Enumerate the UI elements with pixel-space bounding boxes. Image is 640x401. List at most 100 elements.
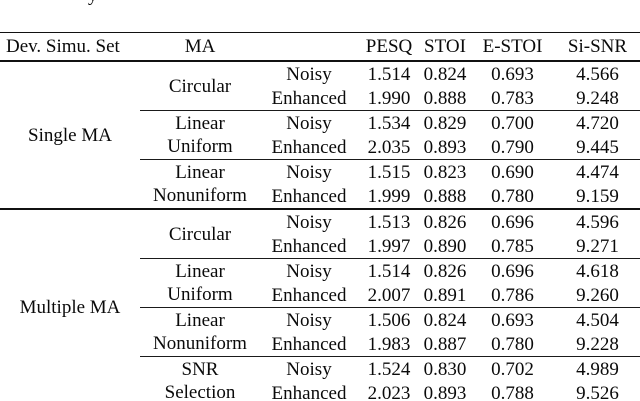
metric-cell-si-snr: 9.228 <box>576 333 619 355</box>
condition-cell: Noisy <box>260 356 358 381</box>
metric-cell-stoi: 0.823 <box>420 159 470 184</box>
metric-cell-stoi: 0.893 <box>423 136 467 158</box>
table-row: Linear Uniform Noisy 1.514 0.826 0.696 4… <box>0 258 640 308</box>
metric-cell-e-stoi: 0.690 <box>470 159 555 184</box>
metric-cell-stoi: 0.824 <box>423 63 467 85</box>
metric-cell-si-snr: 9.526 <box>576 382 619 401</box>
condition-cell: Noisy <box>260 258 358 283</box>
table-row: Enhanced 2.007 0.891 0.786 9.260 <box>0 283 640 308</box>
ma-line: Linear <box>175 310 225 331</box>
ma-line: Uniform <box>167 136 233 157</box>
ma-line: Circular <box>168 223 232 245</box>
condition-cell: Noisy <box>260 208 358 234</box>
header-e-stoi: E-STOI <box>470 32 555 62</box>
metric-cell-pesq: 1.999 <box>367 185 411 207</box>
header-stoi: STOI <box>420 32 470 62</box>
metric-cell-si-snr: 9.248 <box>576 87 619 109</box>
metric-cell-stoi: 0.891 <box>423 284 467 306</box>
table-header: Dev. Simu. Set MA PESQ STOI E-STOI Si-SN… <box>0 32 640 62</box>
metric-cell-stoi: 0.890 <box>423 235 467 257</box>
metric-cell-pesq: 2.035 <box>367 136 411 158</box>
metric-cell-stoi: 0.826 <box>420 208 470 234</box>
header-pesq: PESQ <box>358 32 420 62</box>
metric-cell-pesq: 1.506 <box>358 307 420 332</box>
table-row: Enhanced 2.035 0.893 0.790 9.445 <box>0 135 640 160</box>
table-row: Linear Nonuniform Noisy 1.515 0.823 0.69… <box>0 159 640 209</box>
ma-line: Uniform <box>167 284 233 305</box>
metric-cell-e-stoi: 0.696 <box>470 208 555 234</box>
group-cell-single-ma: Single MA <box>28 124 112 146</box>
metric-cell-si-snr: 4.989 <box>555 356 640 381</box>
metric-cell-e-stoi: 0.790 <box>491 136 534 158</box>
ma-line: Nonuniform <box>153 333 247 354</box>
caption-remnant-glyph: y <box>88 0 104 6</box>
metric-cell-si-snr: 4.566 <box>576 63 619 85</box>
ma-line: Circular <box>168 75 232 97</box>
metric-cell-stoi: 0.830 <box>420 356 470 381</box>
ma-line: Linear <box>175 162 225 183</box>
metric-cell-pesq: 1.514 <box>358 258 420 283</box>
metric-cell-si-snr: 9.271 <box>576 235 619 257</box>
metric-cell-pesq: 1.524 <box>358 356 420 381</box>
ma-cell-circular: Circular <box>140 208 260 259</box>
metric-cell-si-snr: 4.618 <box>555 258 640 283</box>
metric-cell-e-stoi: 0.696 <box>470 258 555 283</box>
condition-cell: Enhanced <box>271 185 347 207</box>
results-table: Dev. Simu. Set MA PESQ STOI E-STOI Si-SN… <box>0 32 640 401</box>
table-row: Enhanced 1.999 0.888 0.780 9.159 <box>0 184 640 209</box>
metric-cell-si-snr: 4.596 <box>555 208 640 234</box>
table-body: Single MA Circular Noisy 1.514 0.824 0.6… <box>0 61 640 401</box>
metric-cell-e-stoi: 0.783 <box>491 87 534 109</box>
table-row: Single MA Circular Noisy 1.514 0.824 0.6… <box>0 61 640 146</box>
header-si-snr: Si-SNR <box>555 32 640 62</box>
condition-cell: Enhanced <box>271 284 347 306</box>
metric-cell-e-stoi: 0.780 <box>491 185 534 207</box>
condition-cell: Noisy <box>260 307 358 332</box>
metric-cell-pesq: 1.514 <box>367 63 411 85</box>
condition-cell: Enhanced <box>271 382 347 401</box>
metric-cell-e-stoi: 0.780 <box>491 333 534 355</box>
metric-cell-e-stoi: 0.693 <box>470 307 555 332</box>
metric-cell-pesq: 1.515 <box>358 159 420 184</box>
metric-cell-e-stoi: 0.786 <box>491 284 534 306</box>
header-row: Dev. Simu. Set MA PESQ STOI E-STOI Si-SN… <box>0 32 640 62</box>
metric-cell-stoi: 0.893 <box>423 382 467 401</box>
metric-cell-pesq: 1.997 <box>367 235 411 257</box>
metric-cell-si-snr: 9.260 <box>576 284 619 306</box>
metric-cell-stoi: 0.826 <box>420 258 470 283</box>
metric-cell-pesq: 2.023 <box>367 382 411 401</box>
table-row: SNR Selection Noisy 1.524 0.830 0.702 4.… <box>0 356 640 401</box>
metric-cell-si-snr: 4.720 <box>555 110 640 135</box>
condition-cell: Enhanced <box>271 235 347 257</box>
ma-line: Linear <box>175 261 225 282</box>
metric-cell-pesq: 1.983 <box>367 333 411 355</box>
metric-cell-e-stoi: 0.702 <box>470 356 555 381</box>
metric-cell-pesq: 1.513 <box>358 208 420 234</box>
group-cell-multiple-ma: Multiple MA <box>0 208 140 401</box>
metric-cell-stoi: 0.824 <box>420 307 470 332</box>
header-condition-empty <box>260 32 358 62</box>
condition-cell: Enhanced <box>271 87 347 109</box>
condition-cell: Enhanced <box>271 136 347 158</box>
metric-cell-si-snr: 9.159 <box>576 185 619 207</box>
metric-cell-stoi: 0.888 <box>423 87 467 109</box>
table-row: Enhanced 1.997 0.890 0.785 9.271 <box>0 234 640 259</box>
metric-cell-stoi: 0.829 <box>420 110 470 135</box>
table-row: Linear Uniform Noisy 1.534 0.829 0.700 4… <box>0 110 640 160</box>
ma-cell-linear-uniform: Linear Uniform <box>140 258 260 308</box>
metric-cell-stoi: 0.888 <box>423 185 467 207</box>
metric-cell-pesq: 1.534 <box>358 110 420 135</box>
metric-cell-si-snr: 9.445 <box>576 136 619 158</box>
ma-line: Nonuniform <box>153 185 247 206</box>
table-row: Enhanced 2.023 0.893 0.788 9.526 <box>0 381 640 401</box>
ma-line: Linear <box>175 113 225 134</box>
ma-cell-circular: Circular <box>140 61 260 111</box>
table-row: Linear Nonuniform Noisy 1.506 0.824 0.69… <box>0 307 640 357</box>
metric-cell-si-snr: 4.474 <box>555 159 640 184</box>
caption-remnant: y <box>88 0 104 6</box>
ma-cell-linear-nonuniform: Linear Nonuniform <box>140 159 260 209</box>
ma-cell-linear-uniform: Linear Uniform <box>140 110 260 160</box>
condition-cell: Enhanced <box>271 333 347 355</box>
metric-cell-si-snr: 4.504 <box>555 307 640 332</box>
